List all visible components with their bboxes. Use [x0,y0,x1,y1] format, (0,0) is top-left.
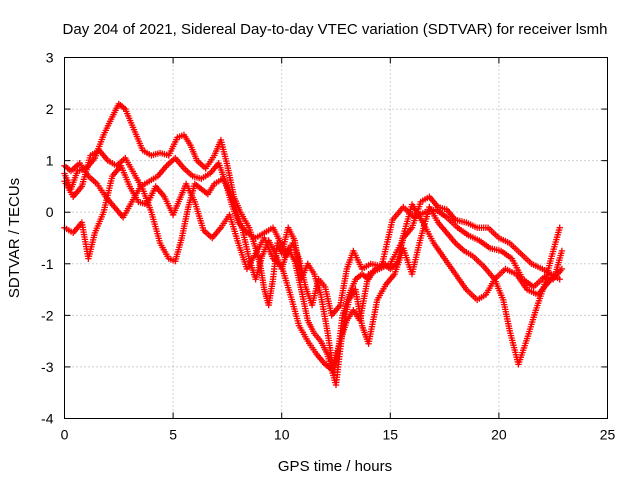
x-tick-label: 20 [491,427,507,443]
x-tick-label: 25 [600,427,616,443]
data-point [558,265,566,273]
x-tick-label: 5 [169,427,177,443]
y-tick-label: 0 [46,204,54,220]
x-tick-label: 0 [61,427,69,443]
data-point [556,224,563,231]
chart-title: Day 204 of 2021, Sidereal Day-to-day VTE… [63,21,608,38]
y-tick-label: 3 [46,50,54,66]
x-tick-labels: 0 5 10 15 20 25 [61,427,616,443]
series-track-c [61,162,566,373]
data-points [61,100,566,389]
axis-ticks [64,57,608,419]
series-track-a [61,100,563,376]
y-tick-label: -1 [41,256,54,272]
data-point [558,247,566,255]
data-point [556,276,563,283]
y-tick-label: 2 [46,101,54,117]
y-tick-labels: -4 -3 -2 -1 0 1 2 3 [41,50,54,427]
series-track-d [61,154,566,319]
y-tick-label: -2 [41,307,54,323]
y-tick-label: -4 [41,411,54,427]
y-tick-label: -3 [41,359,54,375]
x-axis-label: GPS time / hours [278,458,392,475]
x-tick-label: 10 [274,427,290,443]
x-tick-label: 15 [383,427,399,443]
y-tick-label: 1 [46,153,54,169]
plot-frame [64,57,608,419]
y-axis-label: SDTVAR / TECUs [6,178,23,298]
